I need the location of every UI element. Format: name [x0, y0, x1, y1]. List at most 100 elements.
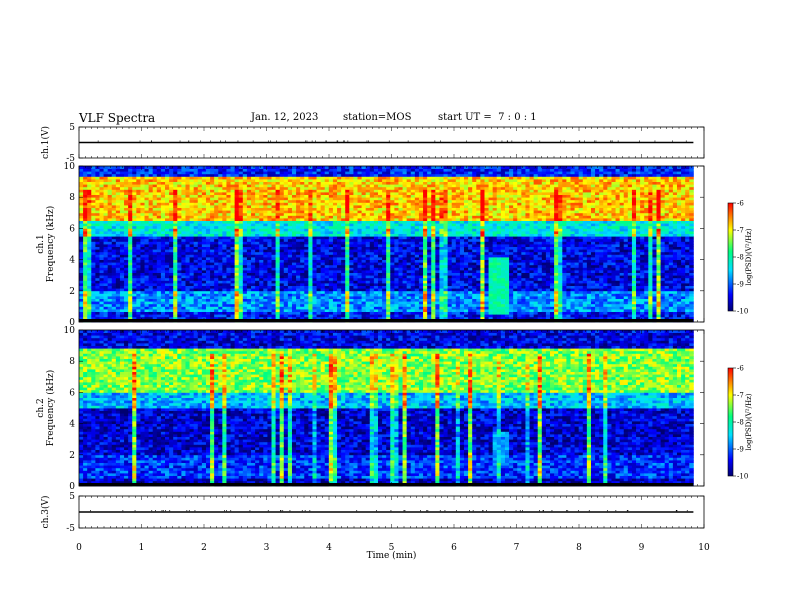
spectrogram-cell [144, 257, 150, 260]
spectrogram-cell [234, 267, 240, 271]
spectrogram-cell [156, 288, 162, 292]
spectrogram-cell [255, 254, 260, 258]
spectrogram-cell [128, 298, 133, 302]
spectrogram-cell [406, 251, 412, 255]
spectrogram-cell [193, 171, 199, 175]
date-label: Jan. 12, 2023 [251, 112, 319, 123]
spectrogram-cell [279, 166, 285, 169]
spectrogram-cell [197, 228, 203, 232]
spectrogram-cell [267, 280, 272, 284]
spectrogram-cell [185, 199, 190, 203]
spectrogram-cell [337, 236, 342, 240]
spectrogram-cell [242, 171, 248, 175]
spectrogram-cell [390, 251, 395, 255]
spectrogram-cell [341, 215, 346, 219]
spectrogram-cell [87, 290, 92, 294]
spectrogram-cell [111, 207, 117, 211]
spectrogram-cell [300, 306, 305, 310]
spectrogram-cell [287, 298, 293, 302]
spectrogram-cell [152, 205, 158, 208]
spectrogram-cell [124, 181, 129, 185]
spectrogram-cell [287, 251, 293, 255]
spectrogram-cell [304, 236, 309, 240]
spectrogram-cell [107, 244, 113, 247]
spectrogram-cell [218, 168, 223, 172]
spectrogram-cell [119, 298, 125, 302]
spectrogram-cell [324, 236, 330, 240]
spectrogram-cell [279, 210, 285, 214]
spectrogram-cell [398, 246, 403, 250]
spectrogram-cell [394, 262, 399, 266]
spectrogram-cell [222, 272, 227, 276]
spectrogram-cell [378, 244, 383, 247]
spectrogram-cell [124, 293, 129, 297]
spectrogram-cell [406, 303, 412, 307]
spectrogram-cell [156, 181, 162, 185]
spectrogram-cell [300, 241, 305, 245]
spectrogram-cell [99, 192, 104, 195]
spectrogram-cell [185, 173, 190, 177]
spectrogram-cell [378, 231, 383, 234]
spectrogram-cell [111, 293, 117, 297]
spectrogram-cell [87, 275, 92, 279]
spectrogram-cell [234, 236, 240, 240]
spectrogram-cell [365, 168, 371, 172]
spectrogram-cell [99, 264, 104, 268]
spectrogram-cell [111, 249, 117, 253]
spectrogram-cell [193, 233, 199, 237]
spectrogram-cell [173, 241, 178, 245]
spectrogram-cell [259, 184, 264, 188]
spectrogram-cell [246, 210, 252, 214]
spectrogram-cell [201, 257, 207, 260]
spectrogram-cell [119, 251, 125, 255]
spectrogram-cell [144, 186, 150, 190]
spectrogram-cell [402, 264, 408, 268]
spectrogram-cell [373, 184, 379, 188]
spectrogram-cell [283, 262, 289, 266]
spectrogram-cell [140, 199, 145, 203]
spectrogram-cell [365, 293, 371, 297]
spectrogram-cell [205, 283, 211, 286]
spectrogram-cell [320, 285, 326, 289]
spectrogram-cell [300, 197, 305, 201]
spectrogram-cell [365, 262, 371, 266]
spectrogram-cell [83, 298, 88, 302]
spectrogram-cell [332, 251, 338, 255]
spectrogram-cell [169, 173, 174, 177]
spectrogram-cell [165, 166, 170, 169]
spectrogram-cell [193, 290, 199, 294]
spectrogram-cell [332, 303, 338, 307]
spectrogram-cell [111, 210, 117, 214]
spectrogram-cell [263, 179, 268, 182]
spectrogram-cell [189, 285, 195, 289]
spectrogram-cell [226, 181, 231, 185]
spectrogram-cell [169, 285, 174, 289]
spectrogram-cell [357, 314, 363, 318]
spectrogram-cell [279, 207, 285, 211]
spectrogram-cell [361, 228, 367, 232]
spectrogram-cell [152, 283, 158, 286]
spectrogram-cell [287, 231, 293, 234]
spectrogram-cell [95, 314, 100, 318]
spectrogram-cell [144, 173, 150, 177]
spectrogram-cell [214, 199, 219, 203]
spectrogram-cell [193, 184, 199, 188]
spectrogram-cell [357, 231, 363, 234]
spectrogram-cell [246, 303, 252, 307]
spectrogram-cell [378, 316, 383, 320]
spectrogram-cell [283, 283, 289, 286]
spectrogram-cell [124, 246, 129, 250]
spectrogram-cell [91, 246, 96, 250]
spectrogram-cell [349, 197, 354, 201]
spectrogram-cell [83, 275, 88, 279]
spectrogram-cell [328, 296, 334, 299]
spectrogram-cell [255, 238, 260, 242]
spectrogram-cell [263, 241, 268, 245]
spectrogram-cell [115, 314, 121, 318]
spectrogram-cell [324, 231, 330, 234]
spectrogram-cell [165, 225, 170, 229]
spectrogram-cell [332, 186, 338, 190]
spectrogram-cell [320, 251, 326, 255]
spectrogram-cell [341, 189, 346, 193]
spectrogram-cell [357, 262, 363, 266]
